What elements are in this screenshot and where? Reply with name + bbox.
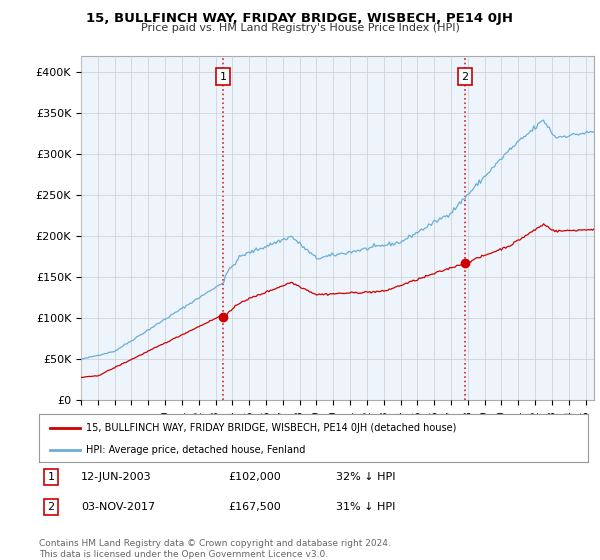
Text: 31% ↓ HPI: 31% ↓ HPI: [336, 502, 395, 512]
Text: 15, BULLFINCH WAY, FRIDAY BRIDGE, WISBECH, PE14 0JH: 15, BULLFINCH WAY, FRIDAY BRIDGE, WISBEC…: [86, 12, 514, 25]
Text: 03-NOV-2017: 03-NOV-2017: [81, 502, 155, 512]
Text: Contains HM Land Registry data © Crown copyright and database right 2024.
This d: Contains HM Land Registry data © Crown c…: [39, 539, 391, 559]
Text: 12-JUN-2003: 12-JUN-2003: [81, 472, 152, 482]
Text: 32% ↓ HPI: 32% ↓ HPI: [336, 472, 395, 482]
Text: £102,000: £102,000: [228, 472, 281, 482]
Text: 2: 2: [47, 502, 55, 512]
Text: 15, BULLFINCH WAY, FRIDAY BRIDGE, WISBECH, PE14 0JH (detached house): 15, BULLFINCH WAY, FRIDAY BRIDGE, WISBEC…: [86, 423, 456, 433]
Text: £167,500: £167,500: [228, 502, 281, 512]
Text: 2: 2: [461, 72, 469, 82]
Text: Price paid vs. HM Land Registry's House Price Index (HPI): Price paid vs. HM Land Registry's House …: [140, 23, 460, 33]
Text: HPI: Average price, detached house, Fenland: HPI: Average price, detached house, Fenl…: [86, 445, 305, 455]
Text: 1: 1: [220, 72, 226, 82]
Text: 1: 1: [47, 472, 55, 482]
